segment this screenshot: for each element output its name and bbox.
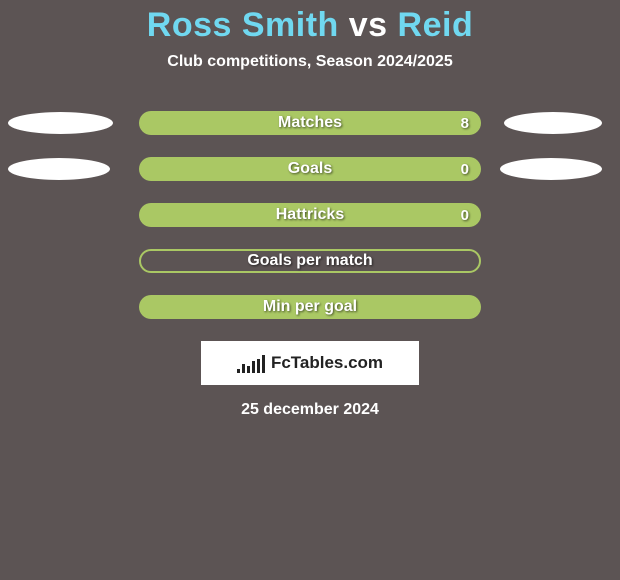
stat-label: Min per goal bbox=[139, 298, 481, 316]
left-ellipse-icon bbox=[8, 112, 113, 134]
logo-bar-icon bbox=[262, 355, 265, 373]
stat-label: Goals bbox=[139, 160, 481, 178]
stat-row: Goals per match bbox=[0, 249, 620, 273]
date-label: 25 december 2024 bbox=[241, 401, 379, 419]
stat-pill: Goals per match bbox=[139, 249, 481, 273]
stat-row: Min per goal bbox=[0, 295, 620, 319]
logo-bars-icon bbox=[237, 353, 265, 373]
logo-bar-icon bbox=[242, 364, 245, 373]
logo-bar-icon bbox=[237, 369, 240, 373]
stat-label: Goals per match bbox=[141, 252, 479, 270]
stat-label: Hattricks bbox=[139, 206, 481, 224]
stat-pill: Matches8 bbox=[139, 111, 481, 135]
vs-word: vs bbox=[349, 6, 388, 44]
right-ellipse-icon bbox=[500, 158, 602, 180]
logo-text: FcTables.com bbox=[271, 353, 383, 373]
player1-name: Ross Smith bbox=[147, 6, 339, 44]
stat-pill: Min per goal bbox=[139, 295, 481, 319]
stat-row: Matches8 bbox=[0, 111, 620, 135]
logo-bar-icon bbox=[252, 361, 255, 373]
stat-value: 0 bbox=[461, 207, 469, 224]
player2-name: Reid bbox=[398, 6, 474, 44]
stat-value: 8 bbox=[461, 115, 469, 132]
subtitle: Club competitions, Season 2024/2025 bbox=[167, 53, 452, 71]
stat-pill: Hattricks0 bbox=[139, 203, 481, 227]
logo-bar-icon bbox=[247, 366, 250, 373]
page-title: Ross Smith vs Reid bbox=[147, 6, 473, 45]
right-ellipse-icon bbox=[504, 112, 602, 134]
stat-label: Matches bbox=[139, 114, 481, 132]
stat-value: 0 bbox=[461, 161, 469, 178]
left-ellipse-icon bbox=[8, 158, 110, 180]
logo-bar-icon bbox=[257, 359, 260, 373]
stat-rows: Matches8Goals0Hattricks0Goals per matchM… bbox=[0, 111, 620, 319]
source-logo: FcTables.com bbox=[201, 341, 419, 385]
stat-row: Goals0 bbox=[0, 157, 620, 181]
stat-pill: Goals0 bbox=[139, 157, 481, 181]
comparison-card: Ross Smith vs Reid Club competitions, Se… bbox=[0, 0, 620, 580]
stat-row: Hattricks0 bbox=[0, 203, 620, 227]
